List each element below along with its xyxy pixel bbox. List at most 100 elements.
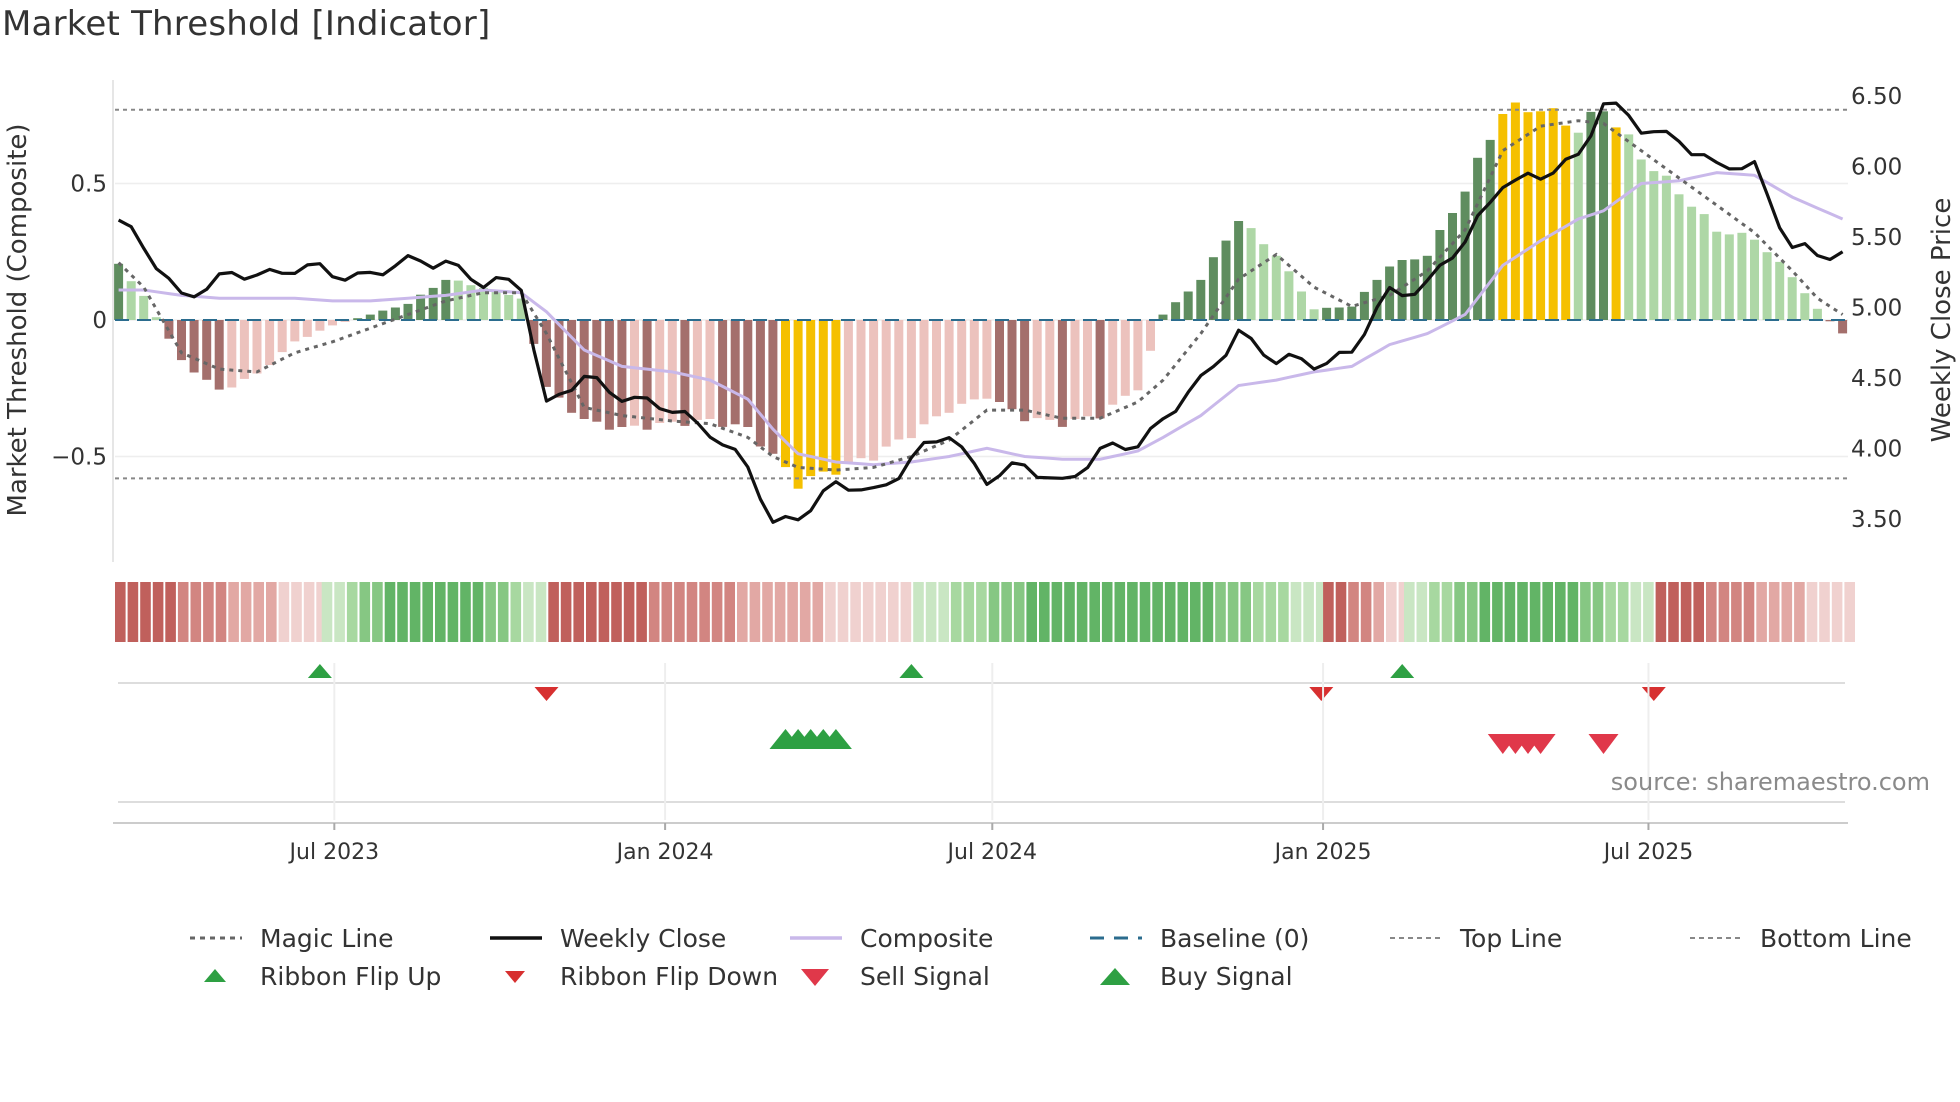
composite-bar: [1032, 320, 1042, 419]
ribbon-cell: [115, 582, 126, 642]
ribbon-cell: [1013, 582, 1025, 642]
legend: Magic Line Weekly Close Composite Baseline …: [170, 920, 1930, 1010]
ribbon-cell: [825, 582, 836, 642]
composite-bar: [529, 320, 539, 344]
composite-bars: [114, 102, 1848, 489]
composite-bar: [1347, 306, 1357, 320]
ribbon-cell: [177, 582, 189, 642]
ribbon-cell: [1806, 582, 1818, 642]
ribbon-cell: [472, 582, 484, 642]
composite-bar: [894, 320, 904, 440]
composite-bar: [1762, 252, 1772, 320]
composite-bar: [919, 320, 929, 425]
weekly-close-line: [117, 101, 1844, 524]
legend-label: Sell Signal: [860, 961, 990, 991]
ribbon-flip-up-marker: [899, 664, 924, 678]
composite-bar: [479, 287, 488, 320]
ribbon-cell: [888, 582, 899, 642]
legend-label: Baseline (0): [1160, 923, 1310, 953]
composite-bar: [1838, 320, 1848, 334]
ribbon-cell: [1076, 582, 1088, 642]
ribbon-cell: [1278, 582, 1289, 642]
ribbon-cell: [611, 582, 622, 642]
ribbon-cell: [1404, 582, 1415, 642]
composite-bar: [302, 320, 312, 337]
composite-bar: [277, 320, 287, 353]
ribbon-cell: [1190, 582, 1201, 642]
ribbon-cell: [346, 582, 358, 642]
composite-bar: [1448, 213, 1457, 320]
composite-bar: [1309, 309, 1319, 320]
ribbon-cell: [1743, 582, 1755, 642]
ribbon-cell: [976, 582, 987, 642]
composite-bar: [1825, 320, 1835, 322]
ribbon-cell: [1335, 582, 1347, 642]
ribbon-cell: [1466, 582, 1478, 642]
ribbon-cell: [152, 582, 164, 642]
ribbon-cell: [623, 582, 635, 642]
legend-label: Composite: [860, 923, 994, 953]
composite-bar: [1573, 132, 1583, 320]
composite-bar: [1397, 260, 1407, 320]
composite-bar: [1636, 159, 1646, 320]
composite-bar: [932, 320, 941, 417]
ribbon-strip: [115, 582, 1855, 642]
magic-line: [117, 119, 1844, 472]
legend-swatch: [790, 936, 842, 940]
ribbon-cell: [384, 582, 396, 642]
ribbon-cell: [875, 582, 886, 642]
composite-bar: [1133, 320, 1143, 391]
composite-bar: [516, 298, 526, 320]
ribbon-cell: [573, 582, 584, 642]
composite-bar: [1473, 157, 1483, 320]
composite-bar: [189, 320, 199, 373]
composite-bar: [1385, 266, 1395, 320]
ribbon-cell: [1655, 582, 1667, 642]
composite-line: [118, 171, 1844, 467]
composite-bar: [856, 320, 866, 459]
composite-bar: [995, 320, 1004, 402]
ribbon-cell: [674, 582, 685, 642]
legend-label: Top Line: [1460, 923, 1563, 953]
ribbon-cell: [925, 582, 937, 642]
ribbon-cell: [228, 582, 239, 642]
ribbon-cell: [372, 582, 383, 642]
x-tick-label: Jul 2023: [288, 840, 380, 865]
ribbon-cell: [598, 582, 610, 642]
composite-bar: [1208, 257, 1218, 320]
ribbon-cell: [303, 582, 315, 642]
ribbon-cell: [1240, 582, 1251, 642]
legend-label: Bottom Line: [1760, 923, 1912, 953]
composite-bar: [1070, 320, 1080, 419]
ribbon-cell: [1479, 582, 1491, 642]
composite-bar: [1787, 277, 1797, 320]
composite-bar: [151, 317, 161, 320]
right-axis-title: Weekly Close Price: [1927, 198, 1957, 443]
composite-bar: [265, 320, 275, 365]
x-tick-label: Jul 2024: [946, 840, 1038, 865]
ribbon-cell: [762, 582, 773, 642]
legend-swatch: [190, 936, 242, 940]
x-tick-label: Jul 2025: [1602, 840, 1694, 865]
composite-bar: [491, 290, 501, 320]
legend-label: Ribbon Flip Down: [560, 961, 779, 991]
composite-bar: [1246, 228, 1256, 320]
legend-item-sell: Sell Signal: [780, 958, 990, 994]
ribbon-cell: [1567, 582, 1579, 642]
ribbon-cell: [1215, 582, 1226, 642]
ribbon-cell: [165, 582, 176, 642]
composite-bar: [1334, 307, 1344, 320]
ribbon-cell: [1492, 582, 1503, 642]
composite-bar: [1158, 314, 1168, 320]
composite-bar: [1460, 191, 1470, 320]
composite-bar: [642, 320, 652, 430]
ribbon-cell: [240, 582, 252, 642]
ribbon-cell: [1781, 582, 1793, 642]
ribbon-cell: [711, 582, 723, 642]
ribbon-cell: [548, 582, 559, 642]
ribbon-cell: [774, 582, 786, 642]
composite-bar: [1196, 279, 1206, 320]
composite-bar: [1687, 206, 1697, 320]
composite-bar: [1435, 230, 1445, 320]
composite-bar: [755, 320, 765, 447]
